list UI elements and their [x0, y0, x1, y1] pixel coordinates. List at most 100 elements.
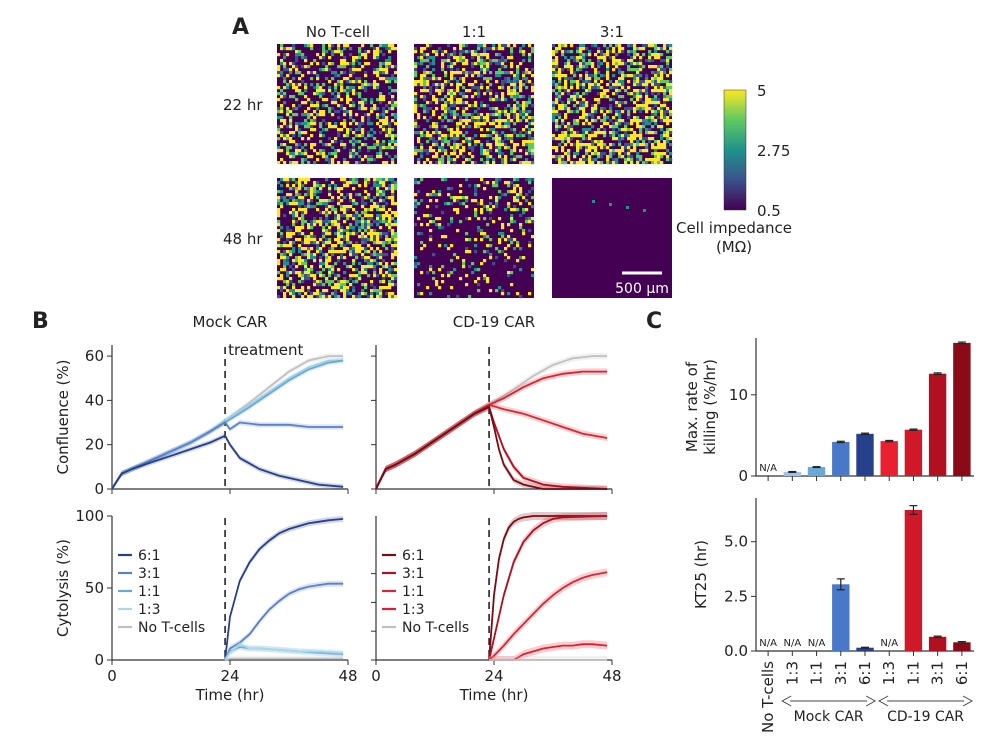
heatmap-cell [310, 113, 314, 117]
heatmap-cell [477, 56, 481, 60]
heatmap-cell [669, 86, 673, 90]
heatmap-cell [522, 107, 526, 111]
heatmap-cell [633, 74, 637, 78]
heatmap-cell [373, 83, 377, 87]
heatmap-cell [364, 214, 368, 218]
heatmap-cell [474, 119, 478, 123]
heatmap-cell [432, 110, 436, 114]
heatmap-cell [495, 184, 499, 188]
heatmap-cell [510, 53, 514, 57]
heatmap-cell [498, 196, 502, 200]
heatmap-cell [612, 149, 616, 153]
heatmap-cell [513, 74, 517, 78]
heatmap-cell [358, 101, 362, 105]
heatmap-cell [313, 184, 317, 188]
heatmap-cell [307, 178, 311, 182]
heatmap-cell [394, 187, 398, 191]
heatmap-cell [420, 292, 424, 296]
heatmap-cell [280, 59, 284, 63]
heatmap-cell [492, 131, 496, 135]
heatmap-cell [289, 62, 293, 66]
heatmap-cell [367, 131, 371, 135]
heatmap-cell [367, 146, 371, 150]
heatmap-cell [432, 122, 436, 126]
series-line-4 [111, 434, 344, 490]
heatmap-cell [414, 262, 418, 266]
heatmap-cell [280, 205, 284, 209]
heatmap-cell [340, 86, 344, 90]
heatmap-cell [567, 92, 571, 96]
heatmap-cell [558, 47, 562, 51]
heatmap-cell [495, 98, 499, 102]
heatmap-cell [298, 181, 302, 185]
heatmap-cell [660, 59, 664, 63]
heatmap-cell [417, 116, 421, 120]
heatmap-cell [603, 92, 607, 96]
y-tick-label: 100 [75, 507, 104, 525]
heatmap-cell [486, 205, 490, 209]
heatmap-cell [552, 155, 556, 159]
heatmap-cell [558, 92, 562, 96]
heatmap-cell [480, 146, 484, 150]
heatmap-cell [334, 98, 338, 102]
heatmap-cell [373, 131, 377, 135]
heatmap-cell [391, 65, 395, 69]
heatmap-cell [618, 113, 622, 117]
heatmap-cell [441, 86, 445, 90]
heatmap-cell [334, 187, 338, 191]
heatmap-cell [307, 241, 311, 245]
heatmap-cell [576, 143, 580, 147]
heatmap-cell [522, 77, 526, 81]
heatmap-cell [292, 247, 296, 251]
heatmap-cell [388, 80, 392, 84]
heatmap-cell [459, 152, 463, 156]
heatmap-cell [391, 253, 395, 257]
heatmap-cell [355, 250, 359, 254]
heatmap-cell [322, 53, 326, 57]
heatmap-cell [456, 256, 460, 260]
heatmap-cell [552, 107, 556, 111]
heatmap-cell [477, 140, 481, 144]
heatmap-cell [307, 193, 311, 197]
heatmap-cell [307, 226, 311, 230]
heatmap-cell [489, 128, 493, 132]
heatmap-cell [388, 125, 392, 129]
heatmap-cell [504, 137, 508, 141]
heatmap-cell [648, 122, 652, 126]
heatmap-cell [465, 119, 469, 123]
heatmap-cell [600, 86, 604, 90]
heatmap-cell [510, 229, 514, 233]
heatmap-cell [465, 205, 469, 209]
heatmap-cell [567, 110, 571, 114]
heatmap-cell [286, 199, 290, 203]
heatmap-cell [525, 140, 529, 144]
heatmap-cell [606, 122, 610, 126]
heatmap-cell [555, 128, 559, 132]
heatmap-cell [376, 68, 380, 72]
heatmap-cell [483, 116, 487, 120]
heatmap-cell [441, 113, 445, 117]
heatmap-cell [417, 80, 421, 84]
heatmap-cell [280, 232, 284, 236]
chart-cd19-confluence: CD-19 CAR [371, 313, 613, 494]
heatmap-cell [385, 178, 389, 182]
heatmap-cell [310, 128, 314, 132]
heatmap-cell [498, 44, 502, 48]
heatmap-cell [450, 62, 454, 66]
heatmap-cell [358, 155, 362, 159]
heatmap-cell [364, 113, 368, 117]
heatmap-cell [450, 113, 454, 117]
heatmap-cell [429, 199, 433, 203]
heatmap-cell [447, 101, 451, 105]
heatmap-cell [474, 134, 478, 138]
heatmap-cell [603, 119, 607, 123]
heatmap-cell [340, 283, 344, 287]
heatmap-cell [346, 95, 350, 99]
heatmap-cell [432, 143, 436, 147]
heatmap-cell [555, 95, 559, 99]
heatmap-cell [621, 95, 625, 99]
heatmap-cell [388, 214, 392, 218]
heatmap-cell [570, 50, 574, 54]
heatmap-cell [642, 89, 646, 93]
heatmap-cell [355, 244, 359, 248]
